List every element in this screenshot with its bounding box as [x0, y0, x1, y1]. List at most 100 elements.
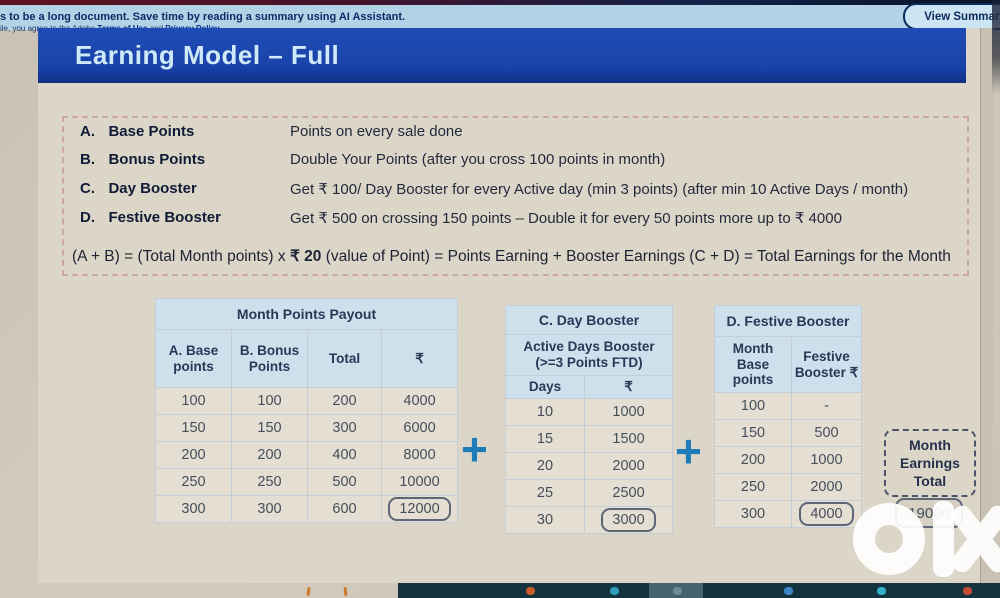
table-cell: 300 [714, 500, 792, 528]
taskbar-app-icon[interactable] [963, 587, 972, 595]
table-cell: 200 [155, 441, 232, 469]
photo-artifact [306, 586, 311, 597]
taskbar-app-icon[interactable] [526, 587, 535, 595]
table-row: 250 250 500 10000 [155, 468, 459, 496]
table-subtitle: Active Days Booster (>=3 Points FTD) [504, 334, 674, 376]
olx-l-icon [933, 501, 954, 577]
table-cell: - [791, 392, 862, 420]
table-cell: 100 [231, 387, 308, 415]
table-cell: 1000 [791, 446, 862, 474]
month-earnings-total-box: Month Earnings Total [884, 429, 976, 497]
table-cell: 400 [307, 441, 382, 469]
table-row: 25 2500 [505, 478, 674, 507]
table-cell: 12000 [380, 495, 459, 523]
plus-sign: + [461, 423, 488, 475]
table-cell: 8000 [380, 441, 459, 469]
list-item-bonus-points: B. Bonus Points Double Your Points (afte… [80, 151, 665, 171]
table-row: 150 500 [714, 419, 862, 447]
taskbar-app-icon[interactable] [673, 587, 682, 595]
table-cell: 300 [155, 495, 232, 523]
photo-top-edge [0, 0, 1000, 6]
column-header: ₹ [380, 329, 459, 388]
table-title: Month Points Payout [154, 298, 459, 330]
table-cell: 150 [155, 414, 232, 442]
table-cell: 2000 [583, 451, 674, 480]
table-cell: 4000 [380, 387, 459, 415]
olx-x-icon [948, 500, 1000, 578]
table-cell: 600 [307, 495, 382, 523]
formula-pre: (A + B) = (Total Month points) x [72, 248, 290, 265]
table-cell: 200 [714, 446, 792, 474]
list-key: A. [80, 123, 95, 140]
table-cell: 20 [505, 451, 585, 480]
taskbar-app-icon[interactable] [784, 587, 793, 595]
table-cell: 1500 [583, 424, 674, 453]
list-label: Day Booster [108, 180, 197, 197]
taskbar-app-icon[interactable] [877, 587, 886, 595]
scrollbar[interactable] [980, 28, 993, 583]
column-header: Month Base points [714, 336, 792, 393]
table-cell: 500 [307, 468, 382, 496]
table-row: 15 1500 [505, 424, 674, 453]
table-cell: 15 [505, 424, 585, 453]
slide-title-bar [38, 28, 966, 83]
table-cell: 6000 [380, 414, 459, 442]
list-key: B. [80, 151, 95, 168]
table-cell: 500 [791, 419, 862, 447]
table-cell: 2500 [583, 478, 674, 507]
table-cell: 100 [714, 392, 792, 420]
table-cell: 25 [505, 478, 585, 507]
day-booster-table: C. Day Booster Active Days Booster (>=3 … [504, 305, 674, 534]
page-title: Earning Model – Full [75, 40, 340, 70]
formula-point-value: ₹ 20 [289, 248, 322, 265]
list-item-base-points: A. Base Points Points on every sale done [80, 123, 463, 143]
photo-artifact [343, 586, 348, 597]
list-description: Double Your Points (after you cross 100 … [290, 151, 666, 168]
table-row: 250 2000 [714, 473, 862, 501]
table-cell: 30 [505, 505, 585, 534]
column-header: ₹ [583, 375, 674, 399]
table-cell: 1000 [583, 397, 674, 426]
table-cell: 300 [307, 414, 382, 442]
table-cell: 250 [714, 473, 792, 501]
list-label: Base Points [108, 123, 195, 140]
list-description: Get ₹ 100/ Day Booster for every Active … [290, 181, 909, 198]
table-cell: 2000 [791, 473, 862, 501]
table-row: 200 200 400 8000 [155, 441, 459, 469]
list-key: D. [80, 209, 95, 226]
table-row: 300 300 600 12000 [155, 495, 459, 523]
table-cell: 10 [505, 397, 585, 426]
highlighted-value: 12000 [388, 497, 451, 521]
list-key: C. [80, 180, 95, 197]
plus-sign: + [675, 425, 702, 477]
photo-edge-shadow [992, 0, 1000, 95]
olx-o-icon [853, 503, 925, 575]
table-cell: 250 [231, 468, 308, 496]
taskbar-app-icon[interactable] [610, 587, 619, 595]
column-header: A. Base points [155, 329, 232, 388]
formula-post: (value of Point) = Points Earning + Boos… [321, 248, 951, 265]
month-points-payout-table: Month Points Payout A. Base points B. Bo… [154, 298, 459, 523]
table-title: C. Day Booster [504, 305, 674, 335]
banner-message: s to be a long document. Save time by re… [0, 11, 406, 23]
column-header: B. Bonus Points [231, 329, 308, 388]
table-row: 20 2000 [505, 451, 674, 480]
table-cell: 200 [307, 387, 382, 415]
table-cell: 200 [231, 441, 308, 469]
list-label: Festive Booster [108, 209, 221, 226]
column-header: Total [307, 329, 382, 388]
table-row: 200 1000 [714, 446, 862, 474]
list-description: Get ₹ 500 on crossing 150 points – Doubl… [290, 210, 842, 227]
table-row: 30 3000 [505, 505, 674, 534]
table-cell: 250 [155, 468, 232, 496]
table-cell: 3000 [583, 505, 674, 534]
table-title: D. Festive Booster [714, 305, 862, 337]
table-row: 100 100 200 4000 [155, 387, 459, 415]
dashed-highlight-region [62, 116, 969, 276]
view-summary-button[interactable]: View Summary [903, 3, 1000, 30]
column-header: Days [505, 375, 585, 399]
highlighted-value: 3000 [601, 507, 656, 532]
column-header: Festive Booster ₹ [791, 336, 862, 393]
table-cell: 4000 [791, 500, 862, 528]
list-item-festive-booster: D. Festive Booster Get ₹ 500 on crossing… [80, 209, 842, 229]
